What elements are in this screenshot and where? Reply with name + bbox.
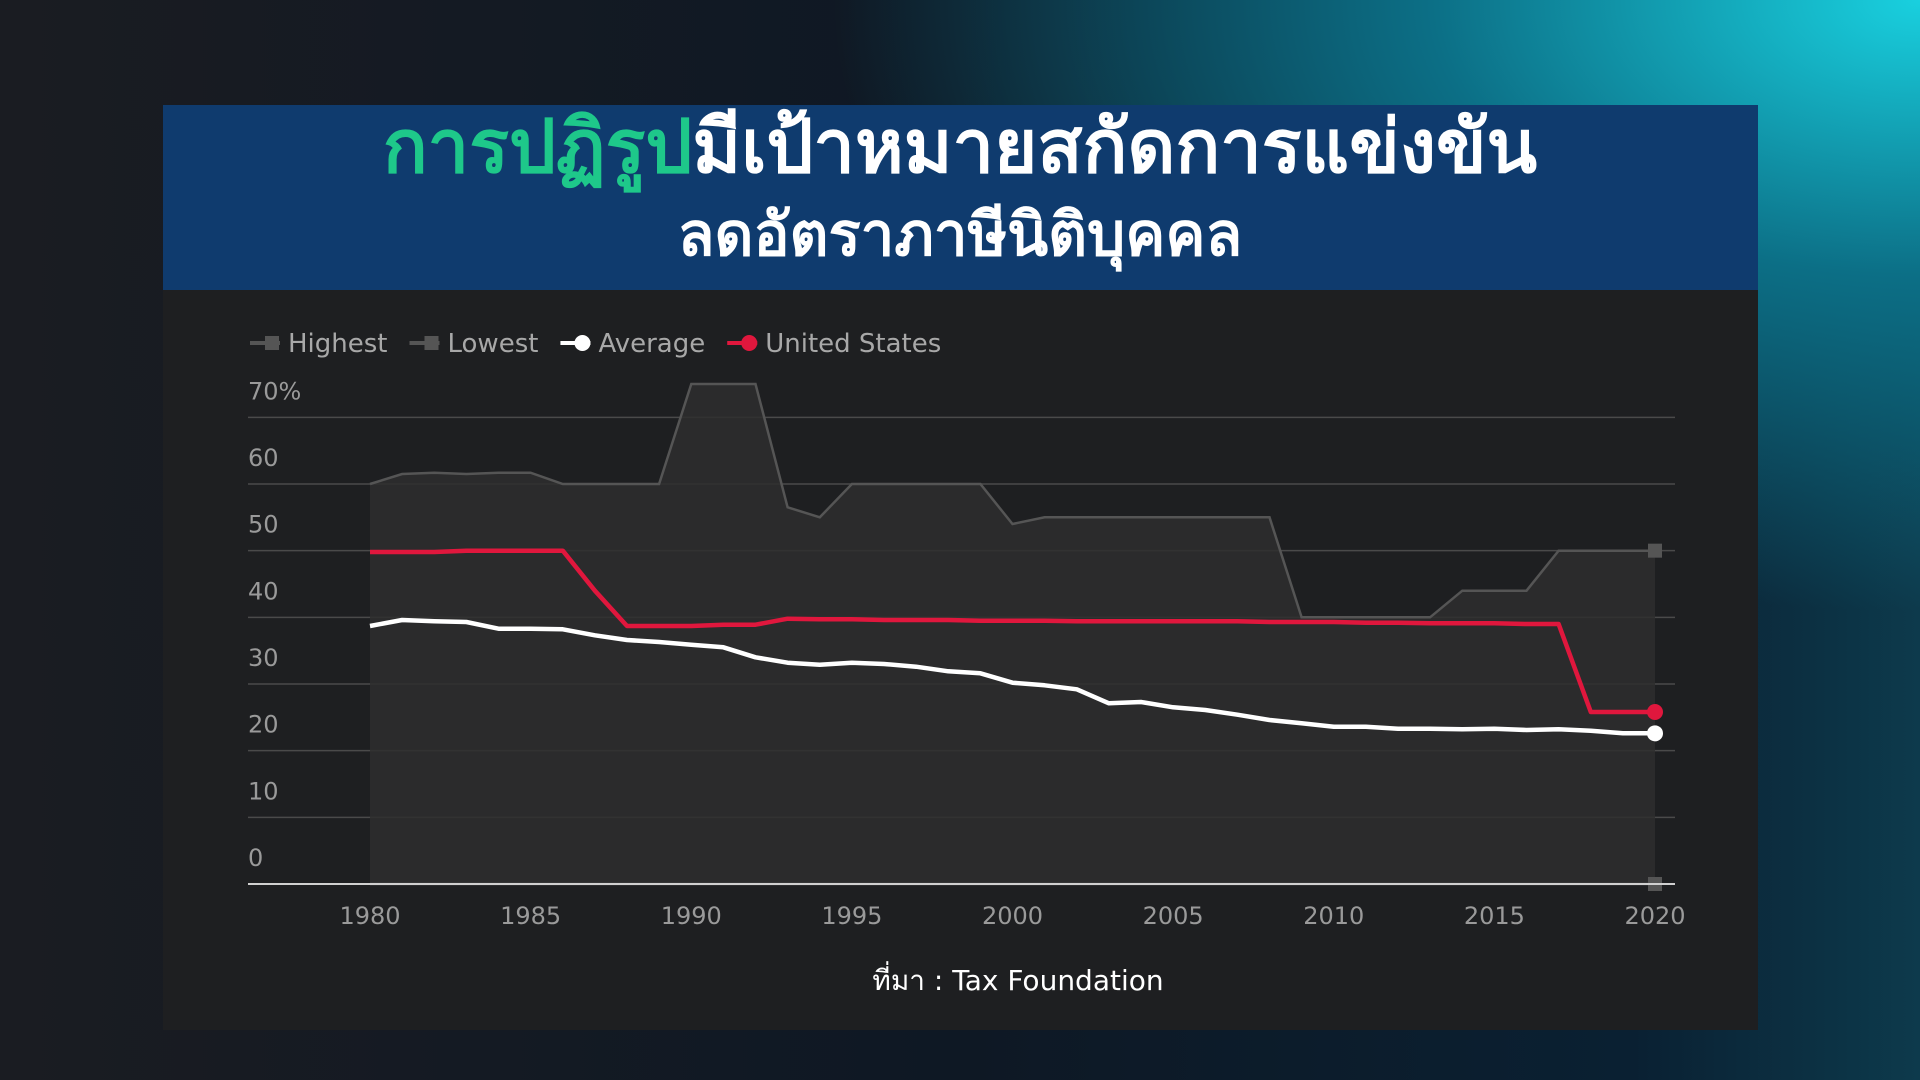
- chart-subtitle: ลดอัตราภาษีนิติบุคคล: [678, 200, 1243, 272]
- x-tick-label: 1995: [821, 902, 882, 930]
- area-line: [369, 382, 1655, 619]
- y-tick-label: 50: [248, 511, 279, 539]
- y-tick-label: 10: [248, 777, 279, 805]
- x-tick-label: 1980: [339, 902, 400, 930]
- legend-label: Lowest: [448, 329, 539, 359]
- legend-swatch-marker: [424, 336, 439, 350]
- x-tick-label: 1985: [500, 902, 561, 930]
- legend-label: Average: [598, 329, 705, 359]
- title-highlight: การปฏิรูป: [383, 104, 692, 193]
- legend-swatch-marker: [574, 335, 591, 351]
- y-tick-label: 70%: [248, 377, 301, 405]
- x-tick-label: 2010: [1303, 902, 1364, 930]
- x-tick-label: 2020: [1624, 902, 1685, 930]
- chart-title: การปฏิรูปมีเป้าหมายสกัดการแข่งขัน: [383, 104, 1537, 193]
- legend-swatch-marker: [741, 335, 758, 351]
- source-note: ที่มา : Tax Foundation: [872, 961, 1163, 997]
- y-tick-label: 60: [248, 444, 279, 472]
- y-tick-label: 0: [248, 844, 263, 872]
- legend-swatch-marker: [265, 336, 279, 350]
- series-line: [370, 548, 1655, 715]
- area-fill: [370, 384, 1655, 884]
- x-tick-label: 2000: [982, 902, 1043, 930]
- legend-label: Highest: [288, 329, 388, 359]
- y-tick-label: 20: [248, 711, 279, 739]
- title-rest: มีเป้าหมายสกัดการแข่งขัน: [692, 104, 1537, 190]
- end-marker: [1647, 704, 1663, 720]
- y-tick-label: 30: [248, 644, 279, 672]
- end-marker: [1647, 725, 1663, 742]
- series-line: [369, 617, 1655, 736]
- y-tick-label: 40: [248, 577, 279, 605]
- x-tick-label: 1990: [661, 902, 722, 930]
- legend-label: United States: [765, 329, 941, 359]
- end-marker: [1648, 543, 1662, 558]
- x-tick-label: 2005: [1143, 902, 1204, 930]
- title-banner: [163, 105, 1758, 290]
- x-tick-label: 2015: [1464, 902, 1525, 930]
